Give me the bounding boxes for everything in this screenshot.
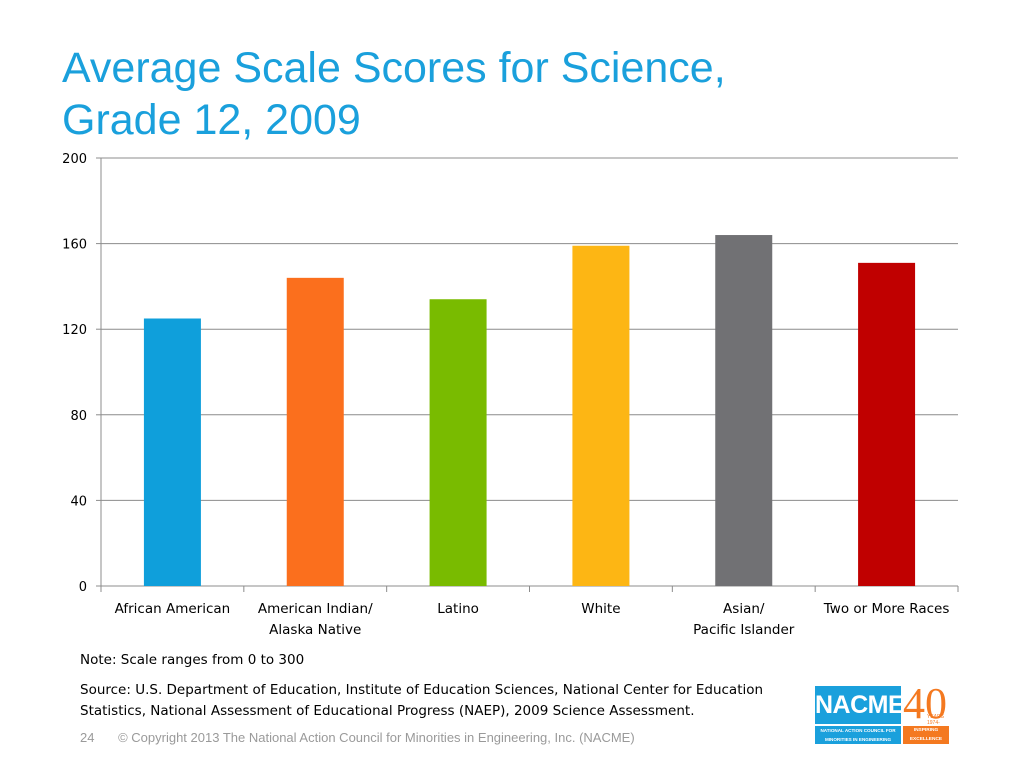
y-tick-label: 160 [62, 238, 87, 253]
nacme-logo-subtitle-2: MINORITIES IN ENGINEERING [824, 737, 892, 742]
x-tick-label: Asian/ [723, 601, 765, 617]
logo-tagline-2: EXCELLENCE [909, 737, 943, 742]
bar [286, 277, 344, 586]
nacme-logo-subtitle-1: NATIONAL ACTION COUNCIL FOR [820, 728, 896, 733]
bar [715, 235, 773, 587]
bar [858, 262, 916, 586]
logo-tagline-1: INSPIRING [913, 728, 939, 733]
x-tick-label: American Indian/ [258, 601, 373, 617]
x-tick-label: Alaska Native [269, 622, 361, 638]
x-tick-label: Pacific Islander [693, 622, 795, 638]
logo-tagline: INSPIRING EXCELLENCE [903, 726, 949, 744]
y-tick-label: 0 [79, 580, 87, 595]
page-number: 24 [80, 730, 95, 745]
bar [572, 245, 630, 587]
slide-title: Average Scale Scores for Science, Grade … [62, 42, 822, 146]
copyright-text: © Copyright 2013 The National Action Cou… [118, 730, 635, 745]
slide-footer: 24 © Copyright 2013 The National Action … [80, 730, 635, 745]
anniversary-years-label: YEARS [927, 714, 944, 720]
slide-title-line-1: Average Scale Scores for Science, [62, 44, 726, 92]
source-line-2: Statistics, National Assessment of Educa… [80, 703, 695, 719]
y-tick-label: 120 [62, 323, 87, 338]
bar [143, 318, 201, 586]
x-tick-label: African American [115, 601, 231, 617]
source-line-1: Source: U.S. Department of Education, In… [80, 682, 764, 698]
bar [429, 299, 487, 586]
anniversary-40-mark: 40 [903, 679, 947, 728]
x-tick-label: Two or More Races [823, 601, 950, 617]
x-tick-label: White [581, 601, 620, 617]
nacme-logo-subtitle: NATIONAL ACTION COUNCIL FOR MINORITIES I… [815, 726, 901, 744]
y-tick-label: 40 [70, 494, 87, 509]
slide-title-line-2: Grade 12, 2009 [62, 96, 361, 144]
chart-note: Note: Scale ranges from 0 to 300 [80, 652, 305, 668]
y-tick-label: 200 [62, 152, 87, 167]
source-citation: Source: U.S. Department of Education, In… [80, 680, 800, 722]
y-tick-label: 80 [70, 409, 87, 424]
x-tick-label: Latino [437, 601, 479, 617]
nacme-logo-wordmark: NACME [815, 686, 905, 724]
nacme-logo: NACME NATIONAL ACTION COUNCIL FOR MINORI… [815, 682, 950, 746]
